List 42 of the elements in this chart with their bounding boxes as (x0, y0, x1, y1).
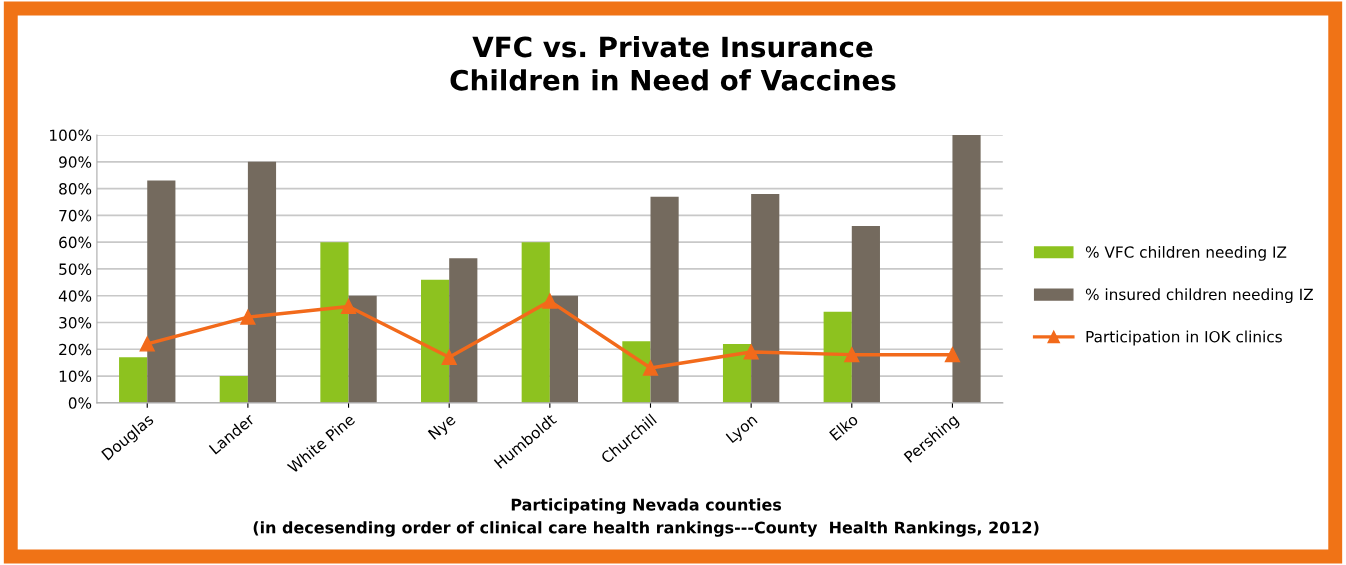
point (340, 298, 357, 315)
legend-label: Participation in IOK clinics (1086, 330, 1282, 346)
bar (247, 161, 277, 403)
y-tick-label: 50% (59, 263, 92, 275)
bar (521, 242, 550, 403)
bar (320, 242, 349, 403)
point (240, 309, 256, 325)
bar (348, 295, 377, 403)
bar (952, 135, 981, 403)
point (642, 360, 659, 376)
y-tick-label: 30% (59, 316, 92, 329)
bar (549, 295, 579, 403)
y-tick-label: 0% (68, 397, 92, 409)
point (743, 344, 759, 360)
chart-title: VFC vs. Private Insurance Children in Need of Vaccines (450, 35, 896, 91)
y-tick-label: 90% (59, 156, 92, 168)
legend-label: % VFC children needing IZ (1085, 246, 1287, 261)
bar (851, 226, 880, 403)
y-tick-label: 60% (59, 236, 92, 249)
legend-label: % insured children needing IZ (1085, 288, 1313, 304)
bar (219, 376, 248, 403)
x-tick-label: Elko (828, 413, 859, 441)
y-tick-label: 80% (59, 183, 92, 195)
point (441, 349, 457, 365)
bar (119, 357, 148, 403)
y-tick-label: 100% (50, 129, 92, 142)
x-axis-title: Participating Nevada counties (in decesending order of clinical care health rankings---County Health Rankings, 2012) (253, 498, 1039, 537)
bar (449, 258, 478, 403)
point (139, 336, 155, 352)
bar (147, 180, 176, 403)
point (542, 293, 558, 309)
y-tick-label: 70% (59, 209, 92, 222)
point (944, 346, 961, 363)
bar (650, 196, 679, 403)
x-tick-label: Nye (427, 413, 459, 443)
bar (751, 193, 780, 403)
bar (823, 311, 852, 403)
bar (421, 279, 450, 403)
y-tick-label: 10% (59, 370, 92, 383)
y-tick-label: 20% (59, 343, 92, 356)
point (844, 346, 860, 363)
y-tick-label: 40% (58, 290, 92, 302)
